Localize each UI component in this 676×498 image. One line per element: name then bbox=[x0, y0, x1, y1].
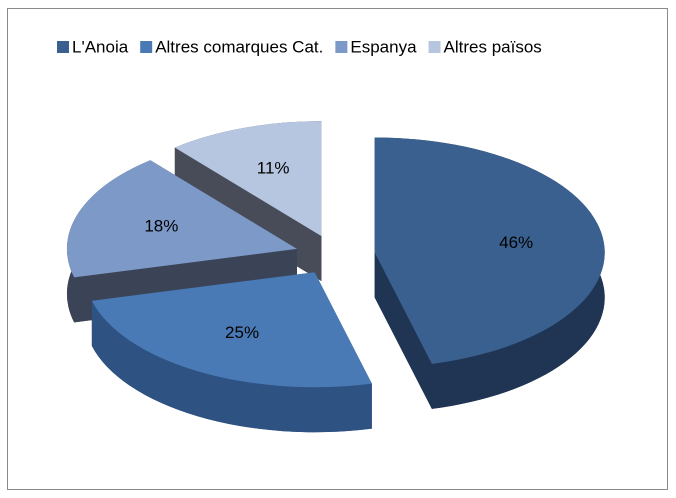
data-label: 46% bbox=[499, 233, 533, 252]
slice-top bbox=[174, 121, 322, 237]
data-label: 11% bbox=[257, 159, 290, 178]
slice: 25% bbox=[91, 272, 372, 433]
slice-top bbox=[91, 272, 372, 388]
legend-swatch bbox=[428, 41, 441, 53]
slice: 46% bbox=[374, 137, 605, 409]
data-label: 18% bbox=[144, 216, 178, 235]
legend-swatch bbox=[57, 41, 69, 53]
legend-label: Espanya bbox=[350, 37, 417, 56]
slice-rim bbox=[91, 300, 372, 433]
legend-swatch bbox=[335, 41, 348, 53]
slice-wall bbox=[374, 252, 432, 409]
slice-top bbox=[66, 160, 297, 278]
legend-label: Altres comarques Cat. bbox=[155, 37, 323, 56]
legend-label: Altres països bbox=[444, 37, 542, 56]
data-label: 25% bbox=[225, 323, 259, 342]
legend-swatch bbox=[140, 41, 153, 53]
slice-top bbox=[374, 137, 605, 364]
legend-label: L'Anoia bbox=[72, 37, 129, 56]
